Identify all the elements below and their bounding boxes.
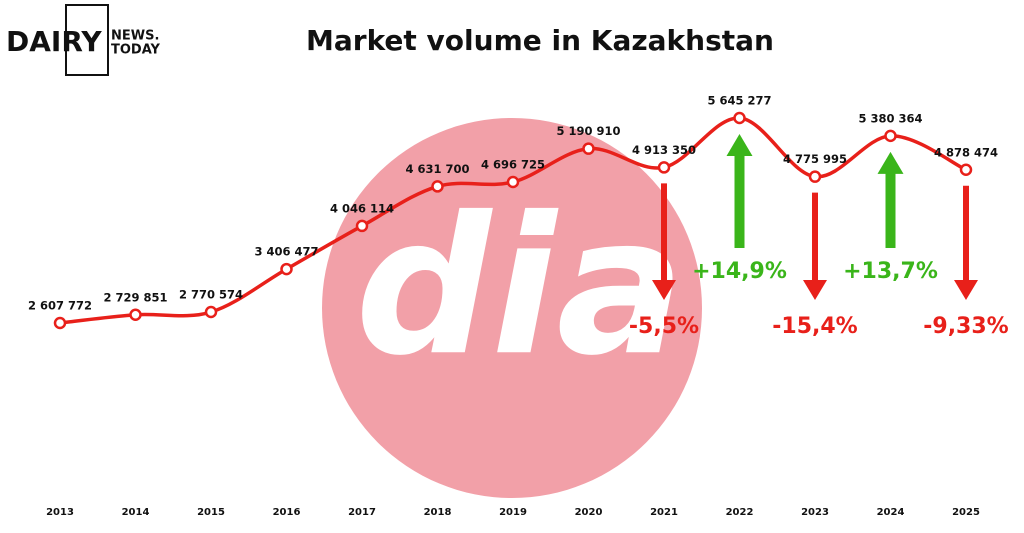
x-tick-label: 2019	[499, 507, 527, 518]
x-tick-label: 2016	[273, 507, 301, 518]
point	[884, 129, 897, 143]
point	[808, 170, 822, 183]
value-label: 2 607 772	[28, 299, 92, 313]
point	[657, 161, 671, 174]
logo-brand: DAIRY	[6, 25, 102, 58]
arrow	[726, 134, 753, 248]
x-tick-label: 2020	[575, 507, 603, 518]
x-tick-label: 2021	[650, 507, 678, 518]
point	[280, 262, 293, 276]
point	[204, 305, 218, 319]
value-label: 4 696 725	[481, 158, 545, 172]
x-tick-label: 2024	[877, 507, 905, 518]
annotation: -5,5%	[629, 314, 699, 339]
value-label: 5 645 277	[707, 94, 771, 108]
x-tick-label: 2022	[726, 507, 754, 518]
x-tick-label: 2018	[424, 507, 452, 518]
watermark-circle	[322, 118, 702, 498]
value-label: 4 046 114	[330, 201, 394, 215]
value-label: 4 878 474	[934, 145, 998, 159]
x-tick-label: 2015	[197, 507, 225, 518]
logo-frame	[65, 4, 109, 76]
point	[959, 163, 973, 177]
arrow	[954, 185, 978, 300]
x-tick-label: 2017	[348, 507, 376, 518]
value-label: 4 913 350	[632, 143, 696, 157]
arrow	[877, 151, 904, 248]
annotation: -15,4%	[772, 314, 857, 339]
x-tick-label: 2025	[952, 507, 980, 518]
value-label: 4 631 700	[405, 162, 469, 176]
x-tick-label: 2013	[46, 507, 74, 518]
x-tick-label: 2023	[801, 507, 829, 518]
logo-line: TODAY	[111, 43, 161, 58]
point	[733, 111, 746, 125]
logo-line: NEWS.	[111, 29, 159, 44]
annotation: -9,33%	[923, 314, 1008, 339]
point	[582, 142, 595, 155]
arrow	[652, 183, 676, 300]
x-tick-label: 2014	[122, 507, 150, 518]
point	[506, 175, 520, 189]
value-label: 5 380 364	[858, 111, 922, 125]
annotation: +13,7%	[843, 259, 938, 284]
value-label: 2 729 851	[103, 290, 167, 304]
arrow	[803, 192, 827, 300]
chart-title: Market volume in Kazakhstan	[306, 24, 774, 57]
watermark: dia	[355, 176, 684, 397]
value-label: 3 406 477	[254, 245, 318, 259]
annotation: +14,9%	[692, 259, 787, 284]
point	[355, 219, 369, 233]
point	[431, 180, 444, 193]
value-label: 5 190 910	[556, 124, 620, 138]
value-label: 2 770 574	[179, 288, 243, 302]
point	[53, 316, 67, 330]
value-label: 4 775 995	[783, 152, 847, 166]
point	[129, 308, 142, 322]
